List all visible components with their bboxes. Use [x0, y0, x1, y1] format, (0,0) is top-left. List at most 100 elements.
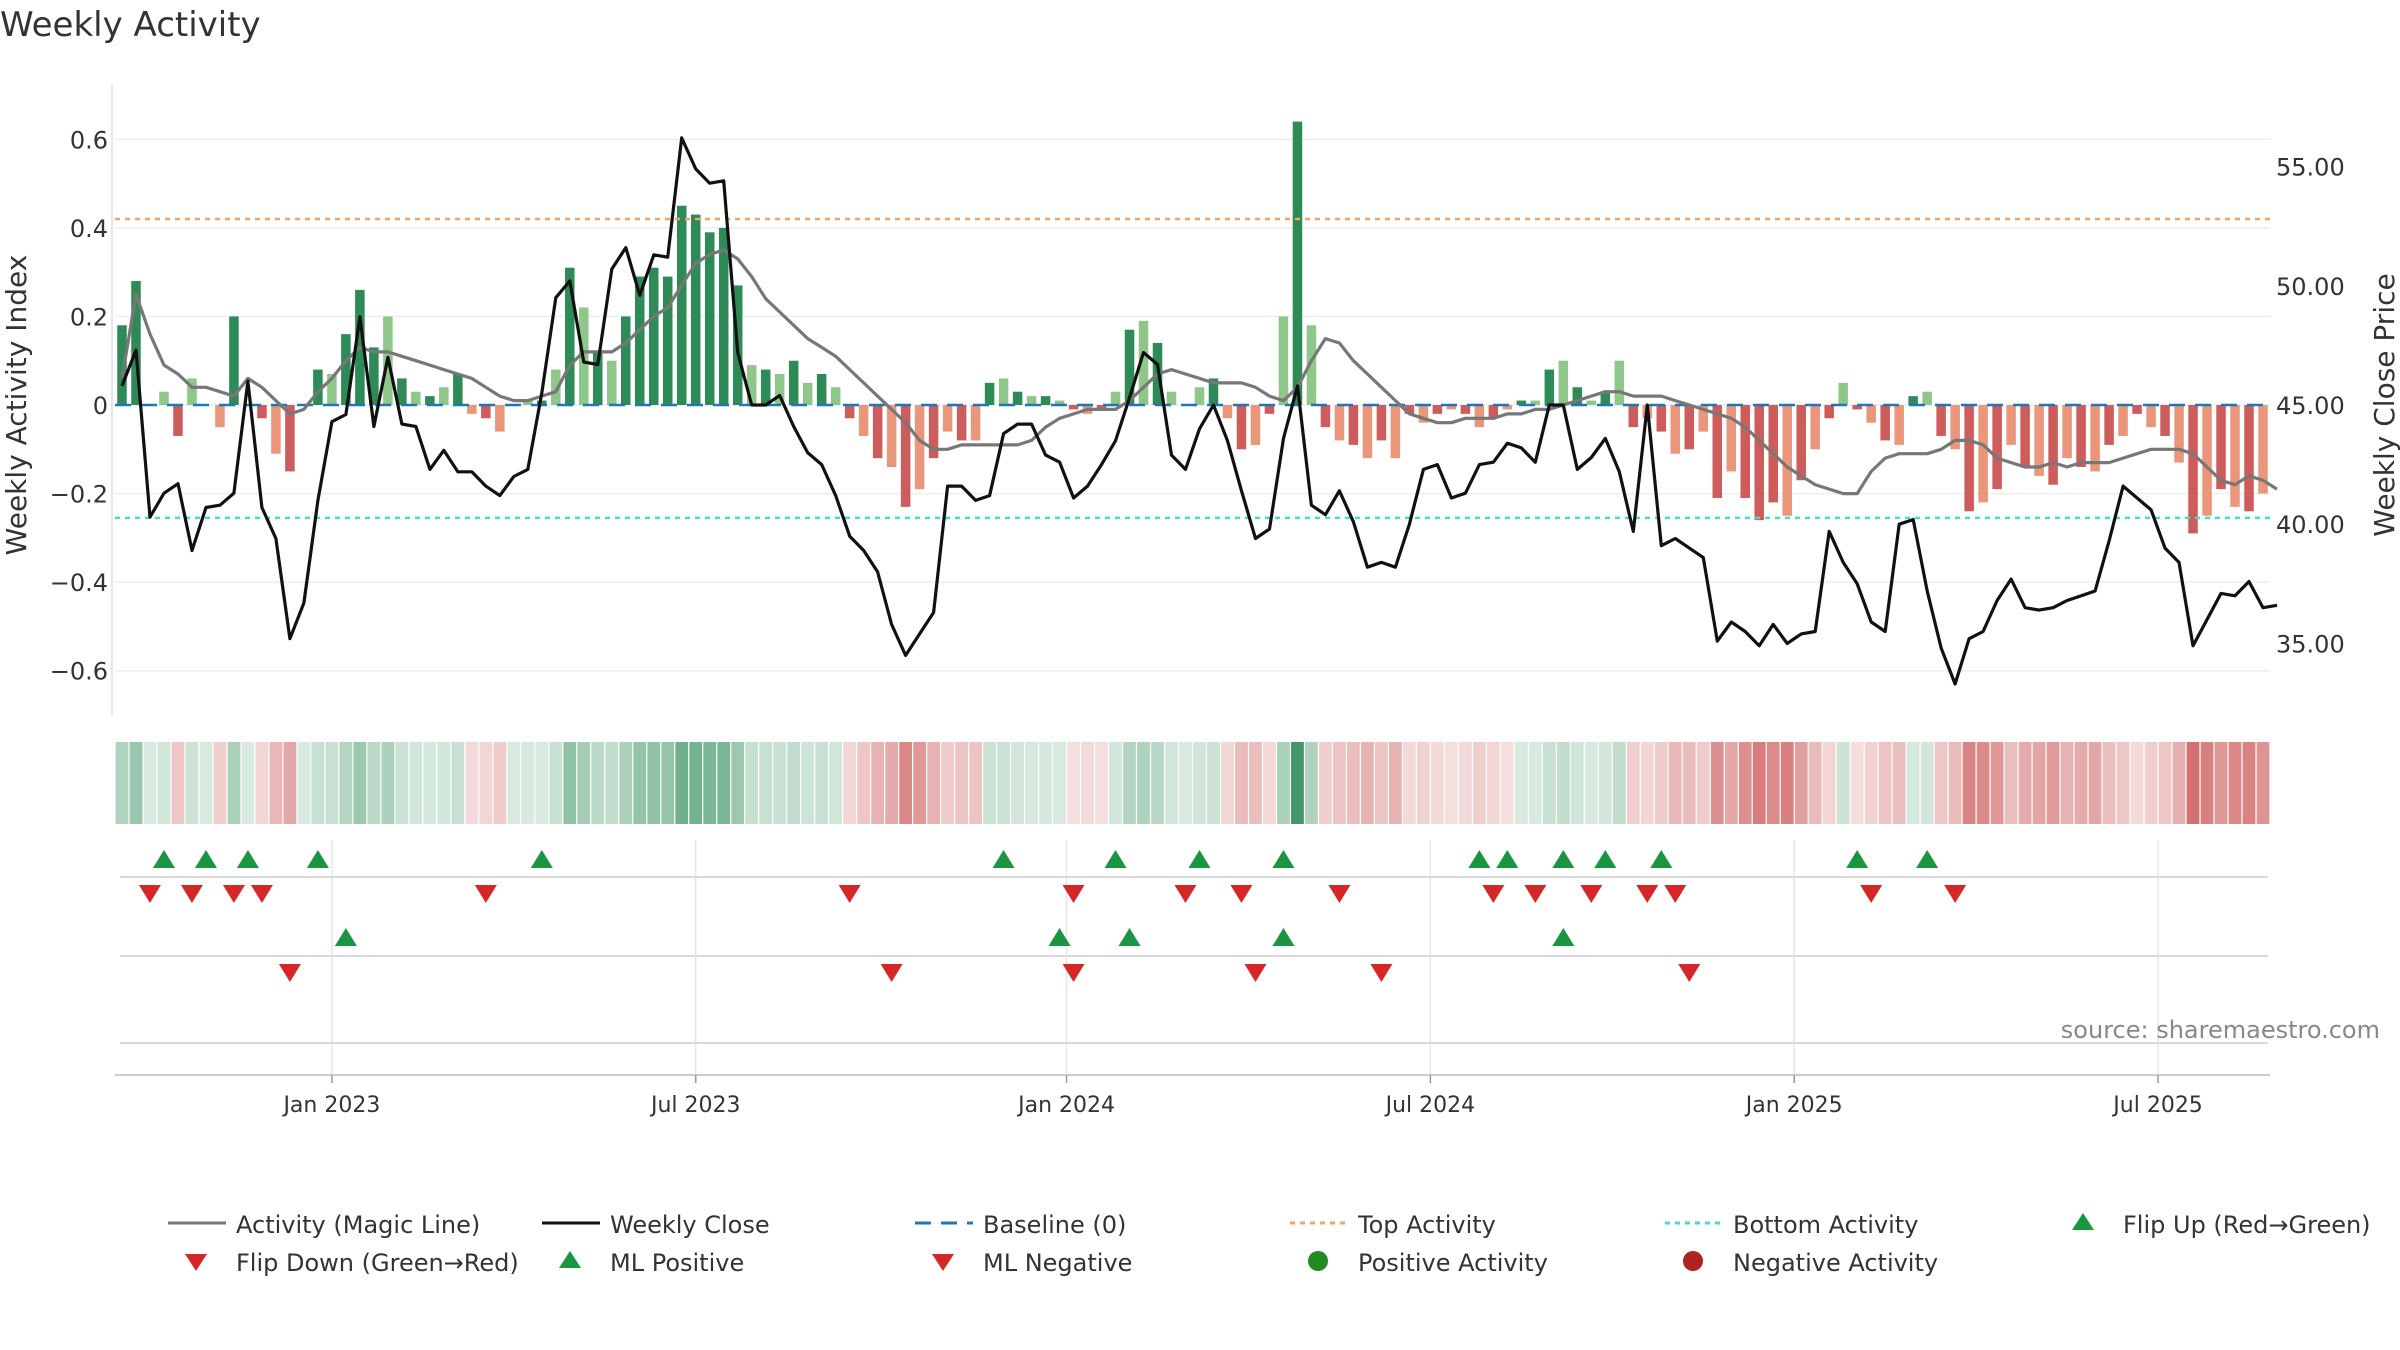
flip-up-marker [530, 850, 553, 868]
heat-strip-cell [857, 742, 871, 824]
heat-strip-cell [1640, 742, 1654, 824]
activity-bar [341, 334, 351, 405]
activity-bar [984, 382, 995, 405]
activity-bar [802, 382, 813, 405]
activity-bar [1698, 405, 1709, 432]
activity-bar [1334, 405, 1345, 441]
activity-bar [1278, 316, 1289, 405]
heat-strip-cell [157, 742, 171, 824]
heat-strip-cell [1696, 742, 1710, 824]
activity-bar [970, 405, 981, 441]
ml-negative-marker [278, 964, 301, 982]
activity-bar [1502, 405, 1513, 410]
x-tick-label: Jul 2025 [2111, 1093, 2203, 1118]
heat-strip-cell [1081, 742, 1094, 824]
heat-strip-cell [1682, 742, 1696, 824]
heat-strip-cell [1235, 742, 1248, 824]
heat-strip-cell [507, 742, 521, 824]
activity-bar [1726, 405, 1737, 472]
ml-negative-marker [1244, 964, 1267, 982]
y-tick-label: 0.2 [70, 303, 108, 331]
activity-bar [760, 369, 771, 405]
heat-strip-cell [717, 742, 731, 824]
activity-bar [2146, 405, 2156, 428]
activity-bar [2202, 405, 2212, 516]
activity-bar [453, 374, 463, 405]
activity-bar [1264, 405, 1275, 414]
activity-bar [690, 214, 701, 405]
activity-bar [327, 374, 337, 405]
activity-bar [1684, 405, 1695, 450]
activity-bar [2230, 405, 2240, 507]
heat-strip-cell [1067, 742, 1080, 824]
heat-strip-cell [1039, 742, 1052, 824]
weekly-close-line [120, 136, 2278, 686]
heat-strip-cell [1375, 742, 1388, 824]
flip-down-marker [1636, 885, 1659, 903]
legend-swatch-down-triangle [185, 1254, 207, 1271]
heat-strip-cell [241, 742, 255, 824]
heat-strip-cell [661, 742, 675, 824]
activity-bar [523, 400, 533, 405]
activity-bar [1614, 360, 1625, 405]
activity-bar [2244, 405, 2254, 512]
heat-strip-cell [227, 742, 241, 824]
activity-bar [1824, 405, 1834, 419]
grid [115, 138, 2270, 1075]
flip-up-marker [1188, 850, 1211, 868]
y-tick-label: 0.4 [70, 215, 108, 243]
legend-swatch-down-triangle [932, 1254, 954, 1271]
heat-strip-cell [1808, 742, 1822, 824]
heat-strip-cell [297, 742, 311, 824]
heat-strip-cell [1836, 742, 1850, 824]
flip-down-marker [1664, 885, 1687, 903]
activity-bar [621, 316, 631, 405]
heat-strip-cell [997, 742, 1010, 824]
heat-strip-cell [353, 742, 367, 824]
flip-down-marker [1328, 885, 1351, 903]
activity-bar [886, 405, 897, 467]
heat-strip-cell [171, 742, 185, 824]
heat-strip-cell [1850, 742, 1864, 824]
activity-bar [1320, 405, 1331, 428]
legend-label: Top Activity [1357, 1211, 1496, 1239]
activity-bar [1572, 387, 1583, 405]
heat-strip-cell [1277, 742, 1290, 824]
activity-bar [1936, 405, 1946, 436]
heat-strip-cell [325, 742, 339, 824]
activity-bar [551, 369, 561, 405]
y-tick-label: −0.6 [50, 658, 108, 686]
heat-strip-cell [801, 742, 815, 824]
ml-positive-marker [1552, 928, 1575, 946]
flip-down-marker [838, 885, 861, 903]
heat-strip-cell [1976, 742, 1990, 824]
activity-bar [2034, 405, 2044, 476]
heat-strip-cell [1990, 742, 2004, 824]
legend-swatch-up-triangle [2072, 1213, 2094, 1230]
activity-bar [956, 405, 967, 441]
activity-bar [1628, 405, 1639, 428]
heat-strip-cell [213, 742, 227, 824]
heat-strip-cell [1556, 742, 1570, 824]
heat-strip-cell [521, 742, 535, 824]
flip-up-marker [1468, 850, 1491, 868]
activity-bar [425, 396, 435, 405]
heat-strip-cell [619, 742, 633, 824]
x-tick-label: Jan 2024 [1016, 1093, 1115, 1118]
heat-strip-cell [423, 742, 437, 824]
heat-strip-cell [367, 742, 381, 824]
activity-bar [704, 232, 715, 405]
heat-strip-cell [311, 742, 325, 824]
heat-strip-cell [1319, 742, 1332, 824]
reference-lines [115, 217, 2270, 520]
heat-strip-cell [1053, 742, 1066, 824]
heat-strip-cell [1752, 742, 1766, 824]
activity-bar [1810, 405, 1820, 450]
heat-strip-cell [1864, 742, 1878, 824]
heat-strip-cell [1403, 742, 1416, 824]
activity-bar [439, 387, 449, 405]
heat-strip-cell [2186, 742, 2200, 824]
heat-strip-cell [871, 742, 885, 824]
x-tick-label: Jan 2025 [1744, 1093, 1843, 1118]
heat-strip-cell [1347, 742, 1360, 824]
